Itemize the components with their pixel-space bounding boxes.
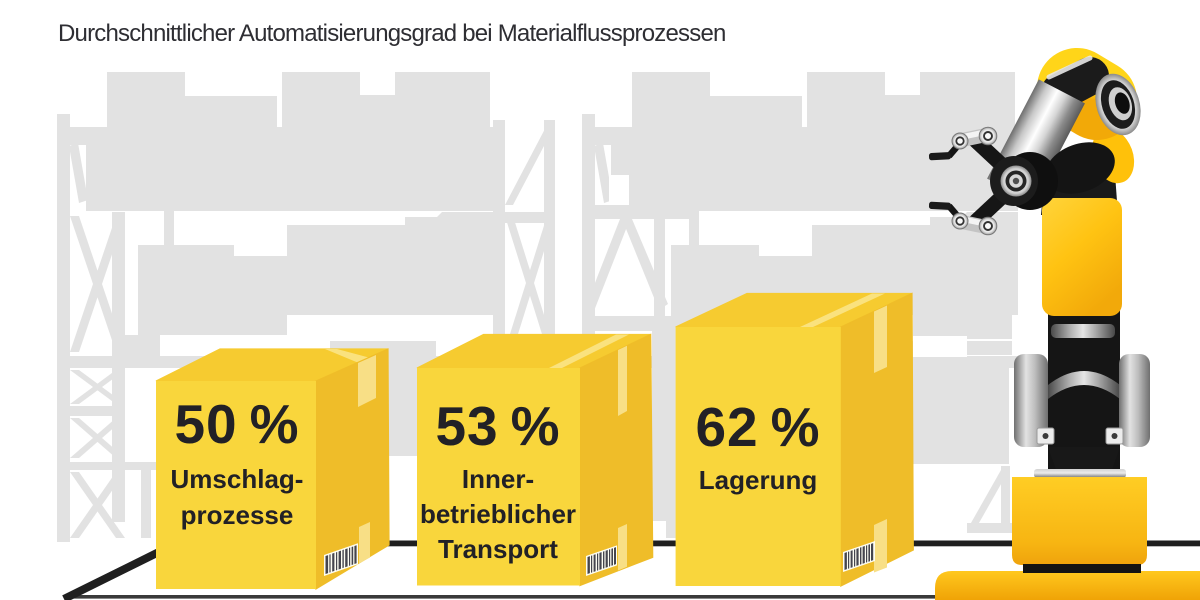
svg-text:50 %: 50 %	[174, 393, 299, 455]
svg-text:Inner-: Inner-	[462, 464, 534, 494]
svg-text:betrieblicher: betrieblicher	[420, 499, 576, 529]
svg-text:Transport: Transport	[438, 534, 558, 564]
svg-text:Durchschnittlicher Automatisie: Durchschnittlicher Automatisierungsgrad …	[58, 20, 726, 47]
svg-text:Umschlag-: Umschlag-	[171, 464, 304, 494]
svg-text:62 %: 62 %	[695, 396, 820, 458]
svg-text:prozesse: prozesse	[181, 500, 294, 530]
svg-text:53 %: 53 %	[435, 395, 560, 457]
svg-text:Lagerung: Lagerung	[699, 465, 817, 495]
